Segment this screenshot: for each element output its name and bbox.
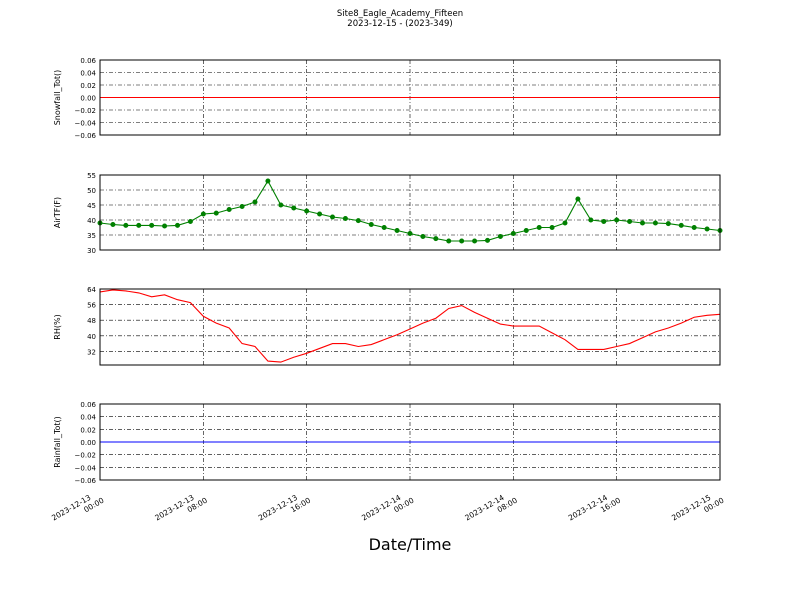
x-axis-title: Date/Time [369, 535, 452, 554]
y-tick-label: 48 [87, 317, 96, 325]
y-tick-label: 0.06 [80, 401, 96, 409]
y-tick-label: 0.02 [80, 82, 96, 90]
y-tick-label: 64 [87, 286, 96, 294]
data-point [614, 217, 620, 223]
data-point [394, 228, 400, 233]
data-point [252, 199, 258, 205]
y-tick-label: 0.06 [80, 57, 96, 65]
data-point [459, 238, 465, 244]
chart-subtitle: 2023-12-15 - (2023-349) [347, 19, 452, 29]
y-tick-label: −0.02 [75, 452, 96, 460]
y-axis-title: Snowfall_Tot() [53, 70, 62, 126]
data-point [355, 218, 361, 224]
y-axis-title: Rainfall_Tot() [53, 416, 62, 468]
data-point [110, 222, 116, 227]
y-tick-label: 55 [87, 172, 96, 180]
data-point [265, 178, 271, 184]
data-point [523, 228, 529, 233]
data-point [200, 211, 206, 217]
y-tick-label: 35 [87, 232, 96, 240]
data-point [368, 222, 374, 227]
data-point [278, 202, 284, 208]
y-tick-label: 0.00 [80, 439, 96, 447]
data-point [549, 225, 555, 230]
data-point [226, 207, 232, 212]
plot-frame [99, 59, 721, 136]
y-tick-label: −0.04 [75, 464, 97, 472]
y-tick-label: 32 [87, 348, 96, 356]
data-point [239, 204, 245, 209]
data-point [123, 222, 129, 228]
data-point [627, 219, 633, 224]
data-point [678, 222, 684, 228]
y-tick-label: 40 [87, 333, 96, 341]
data-point [304, 208, 310, 214]
data-line [99, 289, 721, 363]
subplot: −0.06 −0.04 −0.02 0.00 0.02 0.04 0.06 Snowfall_… [53, 57, 721, 140]
data-point [601, 219, 607, 224]
y-tick-label: −0.06 [75, 477, 97, 485]
y-tick-label: 50 [87, 187, 96, 195]
data-point [691, 225, 697, 230]
data-point [472, 238, 478, 244]
data-point [162, 223, 168, 229]
data-point [136, 222, 142, 228]
y-axis-title: RH(%) [53, 314, 62, 339]
data-point [342, 216, 348, 221]
chart-title: Site8_Eagle_Academy_Fifteen [337, 9, 463, 19]
data-point [213, 210, 219, 216]
data-point [187, 219, 193, 224]
data-point [291, 205, 297, 211]
data-point [652, 220, 658, 226]
data-point [485, 237, 490, 243]
y-tick-label: 30 [87, 247, 96, 255]
data-point [665, 221, 671, 227]
data-point [317, 211, 323, 217]
data-point [149, 222, 155, 228]
data-point [497, 234, 503, 239]
y-tick-label: −0.04 [75, 120, 97, 128]
y-tick-label: 0.00 [80, 95, 96, 103]
data-point [562, 220, 568, 226]
data-point [704, 226, 710, 232]
y-tick-label: 56 [87, 302, 96, 310]
y-axis-title: AirTF(F) [53, 197, 62, 228]
plot-frame [99, 174, 721, 251]
subplot: 30 35 40 45 50 55 AirTF(F) [53, 172, 723, 255]
y-tick-label: 0.04 [80, 414, 96, 422]
data-point [330, 214, 335, 220]
data-point [575, 196, 581, 202]
data-point [175, 222, 180, 228]
data-point [510, 231, 516, 236]
y-tick-label: 40 [87, 217, 96, 225]
data-point [381, 225, 387, 230]
data-point [588, 217, 594, 223]
data-point [407, 231, 413, 236]
subplot: 32 40 48 56 64 RH(%) [53, 286, 721, 366]
y-tick-label: 0.02 [80, 426, 96, 434]
y-tick-label: −0.06 [75, 132, 97, 140]
data-point [536, 225, 542, 230]
data-point [446, 238, 452, 244]
plot-frame [99, 403, 721, 481]
y-tick-label: 0.04 [80, 70, 96, 78]
y-tick-label: −0.02 [75, 107, 96, 115]
y-tick-label: 45 [87, 202, 96, 210]
data-point [640, 220, 645, 226]
data-point [433, 236, 439, 242]
plot-frame [99, 288, 721, 366]
data-point [420, 234, 426, 239]
